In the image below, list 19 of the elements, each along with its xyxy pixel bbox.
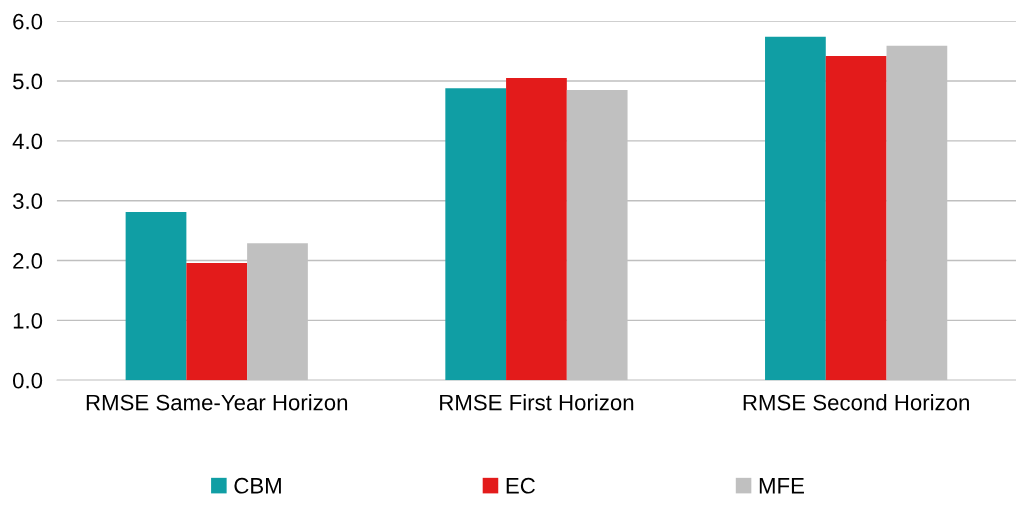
legend-label: MFE (759, 478, 804, 494)
bar (825, 55, 887, 381)
x-tick-label: RMSE First Horizon (440, 394, 634, 411)
x-tick-label: RMSE Second Horizon (743, 394, 969, 411)
bar (445, 88, 507, 381)
x-tick-label: RMSE Same-Year Horizon (86, 394, 348, 411)
legend-label: EC (506, 477, 535, 494)
y-tick-label: 0.0 (12, 372, 43, 389)
bar (125, 212, 187, 381)
y-tick-label: 6.0 (13, 13, 43, 30)
y-tick-label: 3.0 (12, 193, 43, 209)
bar (186, 262, 248, 381)
y-tick-label: 5.0 (13, 73, 43, 90)
bar (506, 78, 567, 381)
legend-label: CBM (234, 477, 281, 494)
y-tick-label: 4.0 (12, 133, 43, 150)
bar (765, 36, 826, 381)
y-tick-label: 2.0 (13, 253, 43, 269)
y-tick-label: 1.0 (13, 312, 43, 329)
